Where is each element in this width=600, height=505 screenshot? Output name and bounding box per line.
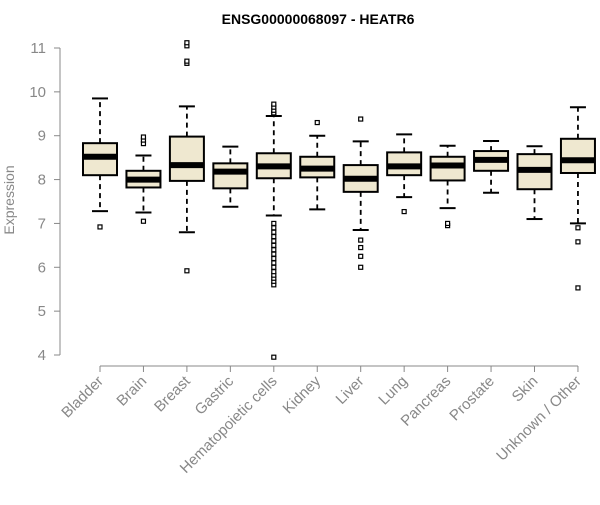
outlier-point <box>184 268 190 274</box>
outlier-point <box>445 220 451 227</box>
iqr-box <box>212 162 249 190</box>
outlier-point <box>575 239 581 245</box>
outlier-point <box>184 40 190 46</box>
x-tick-label: Skin <box>509 373 542 406</box>
outlier-point <box>271 354 277 360</box>
box-breast <box>168 40 205 274</box>
y-tick-label: 4 <box>38 347 46 364</box>
outlier-point <box>271 269 277 275</box>
outlier-point <box>271 220 277 227</box>
outlier-point <box>271 264 277 270</box>
x-tick-label: Lung <box>375 373 411 409</box>
outlier-point <box>140 218 147 224</box>
outlier-point <box>140 134 147 140</box>
x-tick-label: Brain <box>113 373 150 410</box>
outlier-point <box>271 233 277 240</box>
y-tick-label: 9 <box>38 128 46 145</box>
box-gastric <box>212 145 249 208</box>
outlier-point <box>401 208 407 215</box>
y-tick-label: 6 <box>38 259 46 276</box>
outlier-point <box>271 101 277 107</box>
x-tick-label: Liver <box>333 373 368 408</box>
x-tick-label: Kidney <box>280 372 325 417</box>
iqr-box <box>429 155 466 182</box>
iqr-box <box>168 135 205 182</box>
outlier-point <box>271 242 277 248</box>
y-tick-label: 5 <box>38 303 46 320</box>
outlier-point <box>358 244 364 251</box>
x-tick-label: Breast <box>151 372 194 415</box>
box-hematopoietic-cells <box>255 101 292 360</box>
y-tick-label: 8 <box>38 172 46 189</box>
outlier-point <box>271 255 277 262</box>
box-prostate <box>473 139 510 194</box>
x-tick-label: Bladder <box>58 373 107 422</box>
outlier-point <box>271 251 277 257</box>
box-skin <box>516 145 553 221</box>
box-pancreas <box>429 144 466 229</box>
box-unknown-other <box>559 106 596 291</box>
x-tick-label: Prostate <box>446 373 498 425</box>
outlier-point <box>358 264 364 270</box>
box-brain <box>125 134 162 224</box>
outlier-point <box>97 224 103 230</box>
outlier-point <box>358 237 364 243</box>
outlier-point <box>184 58 190 64</box>
outlier-point <box>271 260 277 266</box>
outlier-point <box>575 225 581 231</box>
y-tick-label: 11 <box>30 40 46 57</box>
outlier-point <box>271 225 277 231</box>
y-axis-label: Expression <box>1 165 17 234</box>
outlier-point <box>314 119 320 126</box>
plot-area <box>82 40 596 360</box>
box-lung <box>386 133 423 215</box>
outlier-point <box>271 238 277 244</box>
box-bladder <box>82 97 118 230</box>
outlier-point <box>271 229 277 235</box>
box-kidney <box>299 119 336 211</box>
outlier-point <box>358 253 364 259</box>
chart-title: ENSG00000068097 - HEATR6 <box>222 11 415 27</box>
iqr-box <box>559 137 596 174</box>
y-tick-label: 7 <box>38 215 46 232</box>
outlier-point <box>575 285 581 291</box>
box-liver <box>342 116 379 270</box>
y-axis: 4 5 6 7 8 9 10 11 <box>29 40 61 364</box>
y-tick-label: 10 <box>29 84 46 101</box>
outlier-point <box>358 116 364 122</box>
outlier-point <box>271 247 277 253</box>
